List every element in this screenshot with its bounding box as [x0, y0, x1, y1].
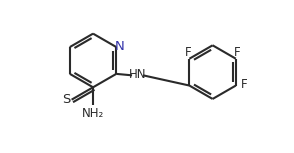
Text: F: F: [234, 46, 240, 59]
Text: HN: HN: [128, 68, 146, 81]
Text: N: N: [115, 40, 125, 53]
Text: NH₂: NH₂: [82, 107, 104, 120]
Text: S: S: [62, 93, 71, 106]
Text: F: F: [241, 78, 247, 91]
Text: F: F: [185, 46, 191, 59]
